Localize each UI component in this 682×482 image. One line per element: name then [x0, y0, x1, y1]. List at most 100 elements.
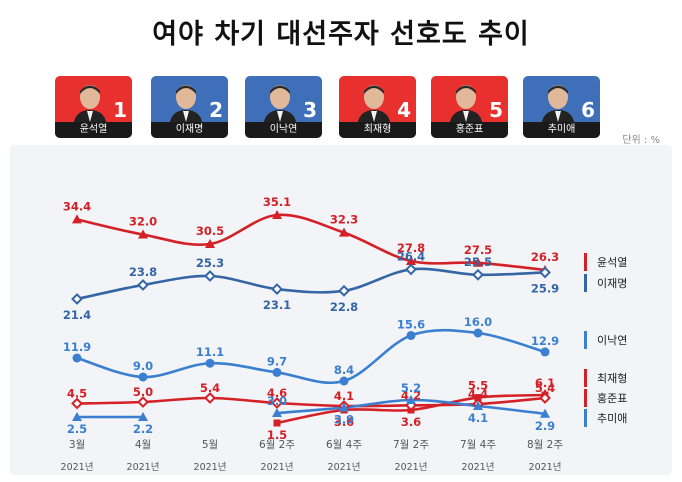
data-label: 21.4	[63, 308, 91, 322]
data-label: 27.8	[397, 241, 425, 255]
data-point	[204, 392, 216, 404]
x-tick-year: 2021년	[261, 462, 294, 473]
data-label: 11.9	[63, 340, 91, 354]
data-point	[540, 408, 550, 418]
data-label: 4.4	[468, 387, 488, 401]
data-point	[540, 347, 550, 357]
x-tick-label: 3월	[69, 439, 85, 451]
data-label: 34.4	[63, 199, 91, 213]
data-point	[473, 257, 483, 267]
data-point	[474, 394, 482, 402]
legend-swatch	[584, 274, 587, 292]
candidate-card: 1 윤석열	[55, 76, 132, 138]
data-point	[339, 402, 349, 412]
data-point	[138, 372, 148, 382]
data-point	[406, 256, 416, 265]
data-label: 32.3	[330, 213, 358, 227]
data-point	[271, 397, 283, 409]
candidate-card: 2 이재명	[151, 76, 228, 138]
x-tick-label: 7월 4주	[460, 439, 496, 451]
legend-label: 윤석열	[597, 256, 627, 269]
data-label: 6.1	[535, 376, 555, 390]
data-label: 4.6	[267, 386, 287, 400]
data-label: 25.3	[196, 256, 224, 270]
x-tick-year: 2021년	[395, 462, 428, 473]
candidate-name: 이재명	[151, 122, 228, 138]
data-label: 1.5	[267, 428, 287, 442]
x-tick-year: 2021년	[127, 462, 160, 473]
data-label: 4.1	[468, 411, 488, 425]
data-label: 5.5	[468, 379, 488, 393]
candidate-name: 이낙연	[245, 122, 322, 138]
data-point	[539, 266, 551, 279]
legend-swatch	[584, 253, 587, 271]
data-point	[272, 367, 282, 377]
data-point	[72, 412, 82, 421]
data-label: 26.3	[531, 250, 559, 264]
x-tick-label: 6월 2주	[259, 439, 295, 451]
data-point	[71, 293, 83, 305]
data-point	[271, 283, 283, 295]
data-label: 15.6	[397, 317, 425, 331]
candidate-rank: 4	[397, 98, 411, 122]
data-label: 2.9	[535, 419, 555, 433]
data-point	[272, 210, 282, 219]
legend-label: 홍준표	[597, 391, 627, 405]
candidate-rank: 6	[581, 98, 595, 122]
data-point	[137, 279, 149, 291]
plot-area	[10, 145, 672, 475]
data-point	[205, 358, 215, 368]
series-line	[75, 213, 547, 272]
data-label: 26.4	[397, 249, 425, 263]
candidate-rank: 5	[489, 98, 503, 122]
data-label: 5.4	[535, 381, 555, 395]
data-label: 11.1	[196, 345, 224, 359]
data-label: 22.8	[330, 300, 358, 314]
data-point	[273, 419, 281, 427]
candidate-card: 6 추미애	[523, 76, 600, 138]
data-point	[137, 396, 149, 408]
data-point	[338, 284, 350, 297]
legend-swatch	[584, 331, 587, 349]
x-tick-year: 2021년	[194, 462, 227, 473]
data-point	[473, 401, 483, 410]
data-label: 25.5	[464, 255, 492, 269]
data-point	[205, 238, 215, 248]
candidate-card: 3 이낙연	[245, 76, 322, 138]
data-label: 3.6	[334, 415, 354, 429]
legend-swatch	[584, 389, 587, 407]
data-label: 23.1	[263, 298, 291, 312]
candidate-name: 홍준표	[431, 122, 508, 138]
series-line	[75, 328, 547, 385]
data-label: 12.9	[531, 334, 559, 348]
data-label: 8.4	[334, 363, 354, 377]
x-tick-year: 2021년	[529, 462, 562, 473]
legend-label: 추미애	[597, 412, 627, 425]
data-point	[72, 214, 82, 224]
data-point	[472, 268, 484, 281]
data-point	[272, 408, 282, 417]
data-label: 5.2	[401, 381, 421, 395]
x-tick-label: 5월	[202, 439, 218, 451]
x-tick-label: 8월 2주	[527, 439, 563, 451]
data-label: 32.0	[129, 215, 157, 229]
data-point	[339, 227, 349, 237]
unit-label: 단위 : %	[622, 135, 660, 146]
data-point	[406, 395, 416, 404]
data-point	[405, 263, 417, 276]
legend-label: 최재형	[597, 372, 627, 385]
x-tick-label: 6월 4주	[326, 439, 362, 451]
data-label: 3.9	[334, 413, 354, 427]
data-point	[539, 392, 551, 404]
data-label: 2.5	[67, 422, 87, 436]
legend-swatch	[584, 409, 587, 427]
candidate-rank: 1	[113, 98, 127, 122]
data-point	[71, 397, 83, 410]
data-label: 25.9	[531, 281, 559, 295]
candidate-card: 4 최재형	[339, 76, 416, 138]
candidate-name: 최재형	[339, 122, 416, 138]
data-point	[406, 330, 416, 340]
data-label: 9.7	[267, 354, 287, 368]
candidate-card: 5 홍준표	[431, 76, 508, 138]
